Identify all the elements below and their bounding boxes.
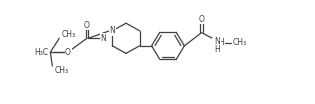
- Text: H: H: [215, 45, 220, 54]
- Text: N: N: [100, 34, 106, 43]
- Text: O: O: [84, 20, 90, 30]
- Text: CH₃: CH₃: [232, 38, 246, 47]
- Text: CH₃: CH₃: [54, 66, 68, 75]
- Text: N: N: [110, 26, 115, 35]
- Text: H₃C: H₃C: [34, 48, 48, 57]
- Text: N: N: [215, 37, 220, 46]
- Text: NH: NH: [213, 38, 225, 47]
- Text: O: O: [65, 48, 71, 57]
- Text: O: O: [199, 15, 205, 24]
- Text: CH₃: CH₃: [62, 30, 76, 39]
